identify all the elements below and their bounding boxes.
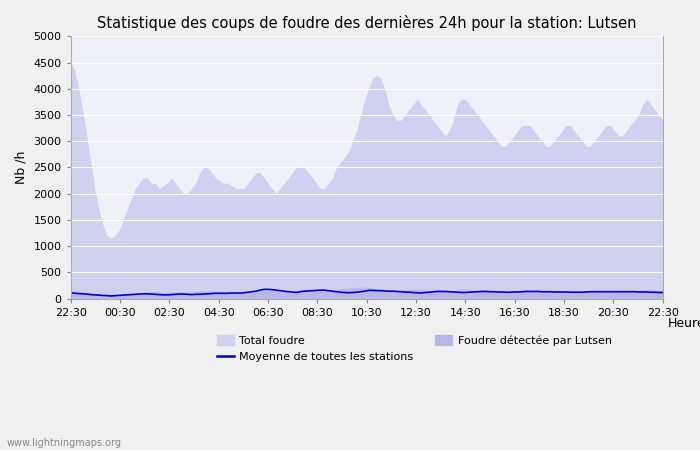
Legend: Total foudre, Moyenne de toutes les stations, Foudre détectée par Lutsen: Total foudre, Moyenne de toutes les stat…: [212, 330, 616, 366]
Text: www.lightningmaps.org: www.lightningmaps.org: [7, 438, 122, 448]
Title: Statistique des coups de foudre des dernières 24h pour la station: Lutsen: Statistique des coups de foudre des dern…: [97, 15, 636, 31]
Y-axis label: Nb /h: Nb /h: [15, 151, 28, 184]
X-axis label: Heure: Heure: [668, 317, 700, 330]
